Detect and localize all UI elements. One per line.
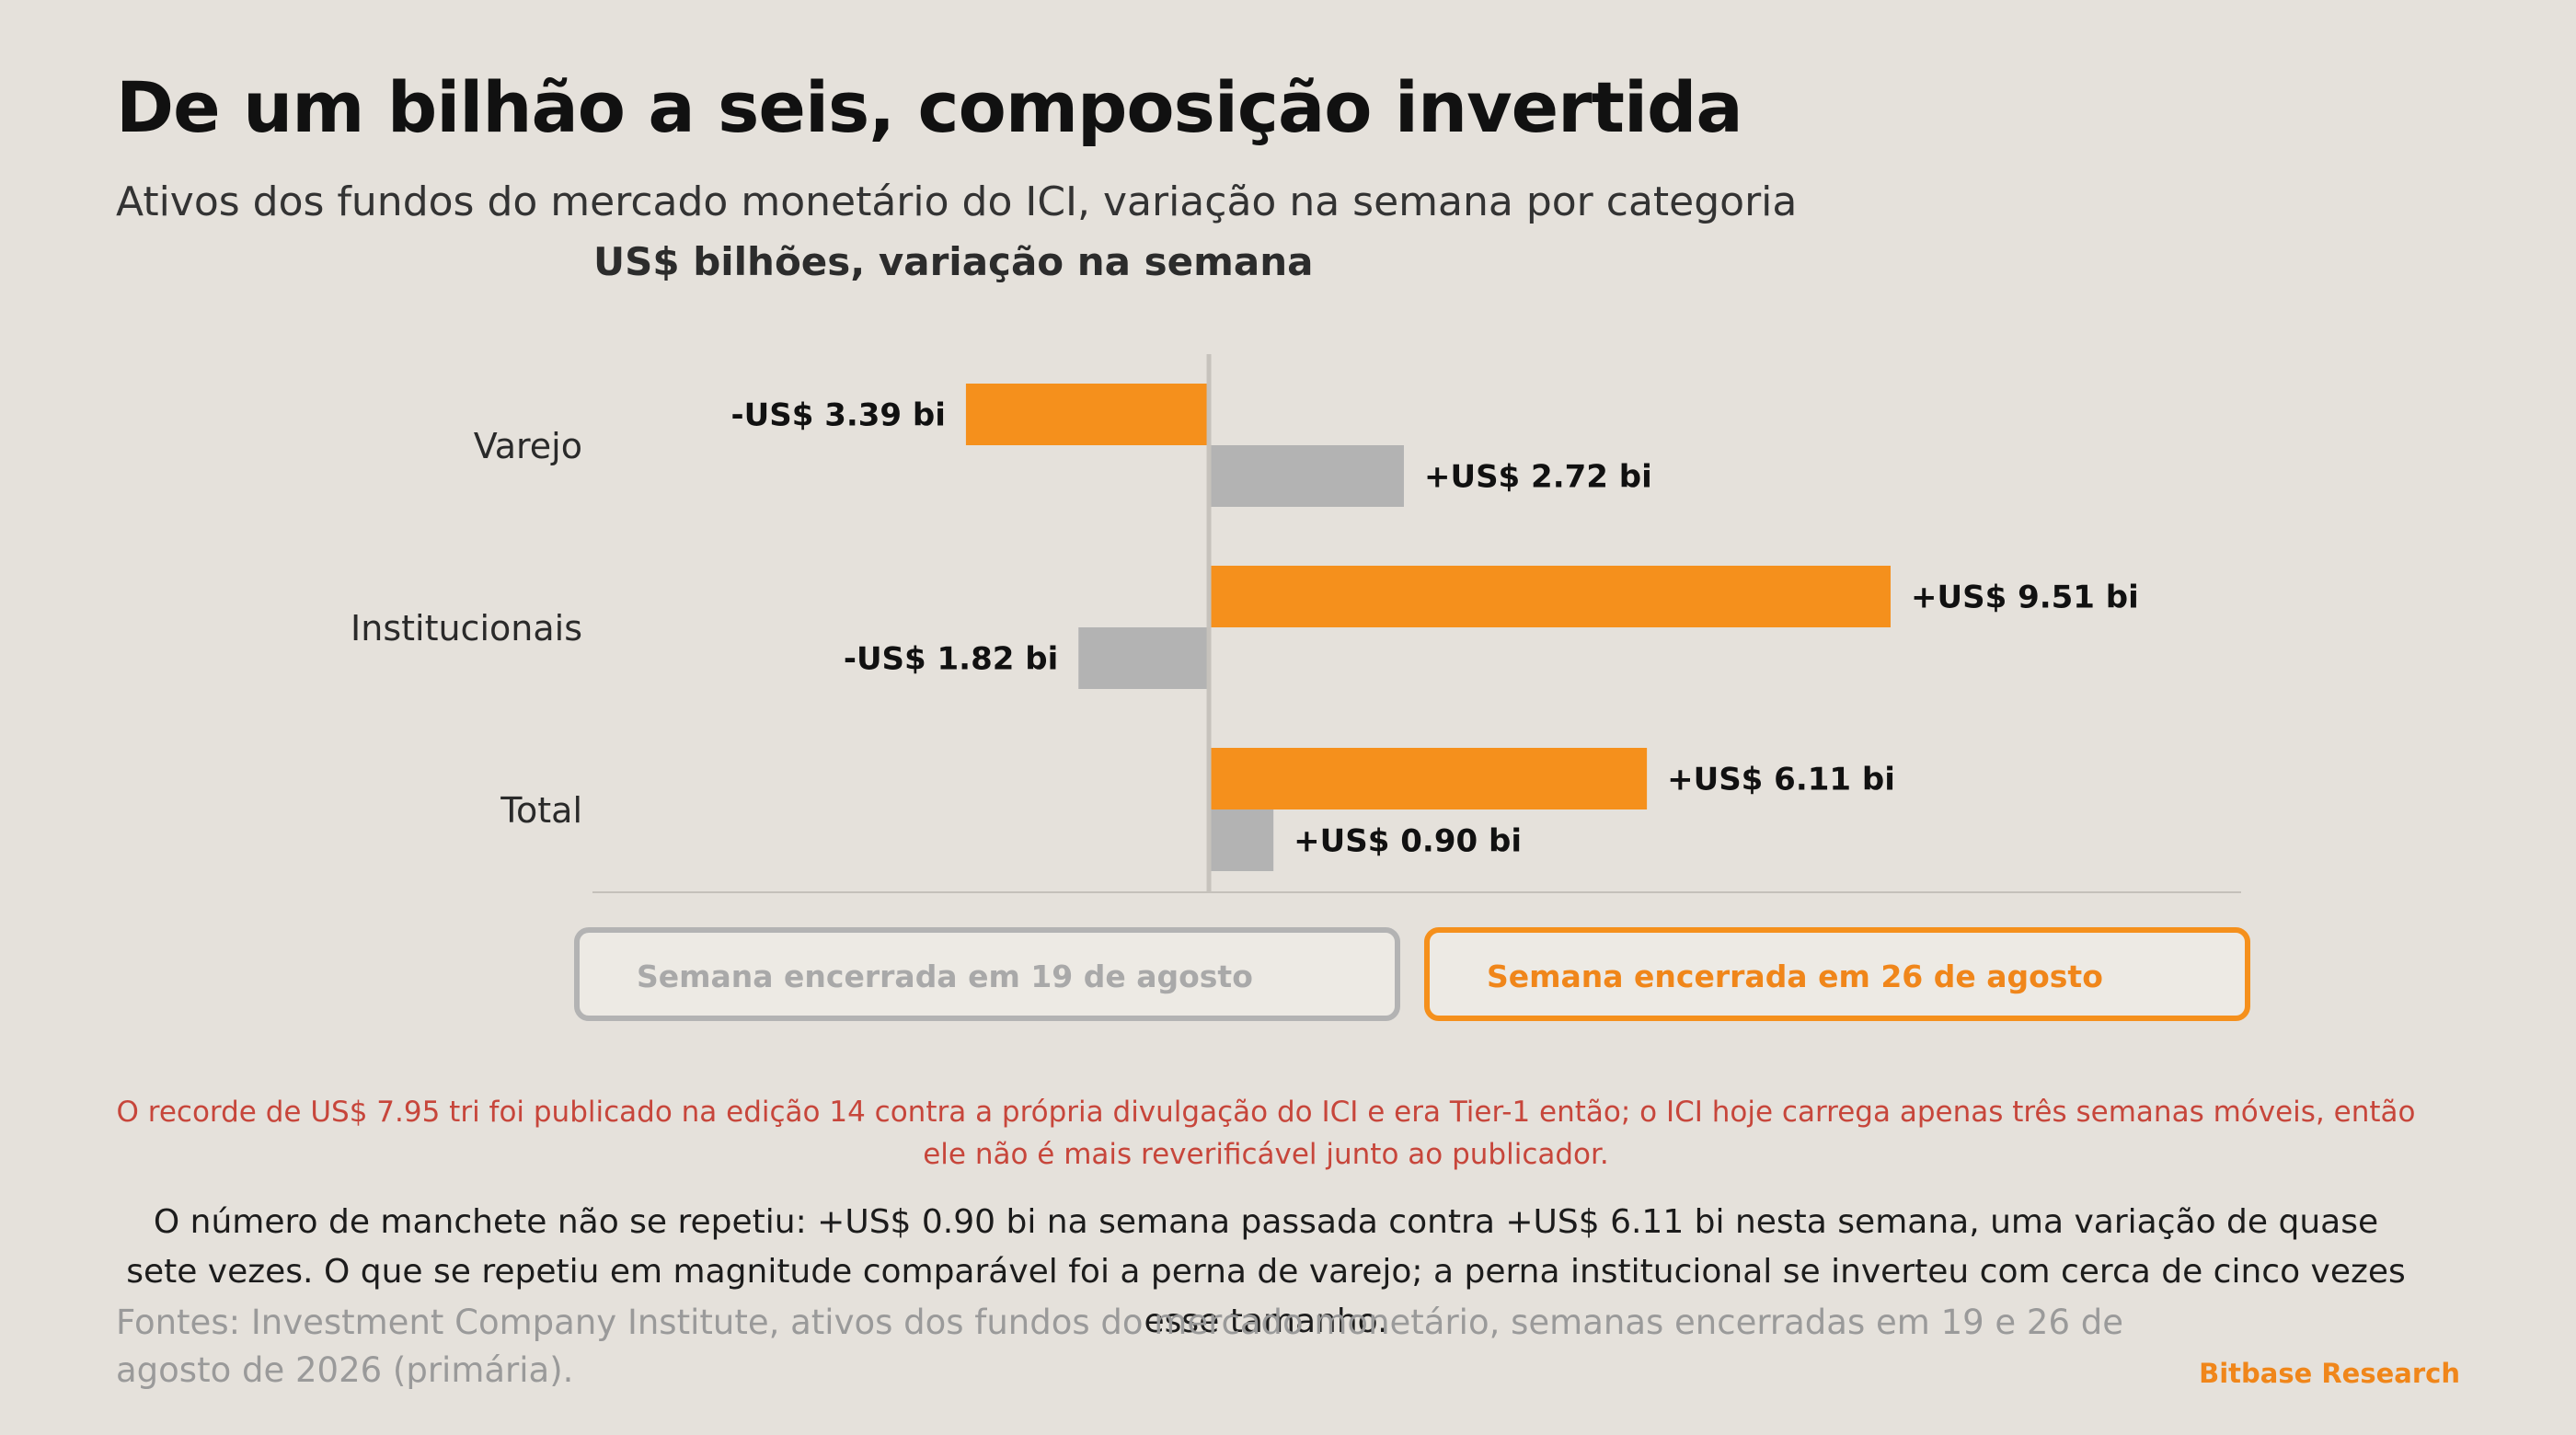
- bar-current: [965, 384, 1210, 445]
- category-label: Varejo: [474, 426, 582, 466]
- chart-title: De um bilhão a seis, composição invertid…: [116, 66, 1743, 148]
- category-label: Institucionais: [351, 608, 582, 649]
- category-label: Total: [500, 790, 582, 831]
- legend-previous-label: Semana encerrada em 19 de agosto: [637, 959, 1253, 994]
- bar-chart: Varejo -US$ 3.39 bi +US$ 2.72 bi Institucio…: [351, 354, 2241, 893]
- data-label: +US$ 0.90 bi: [1294, 823, 1522, 860]
- bar-previous: [1209, 445, 1404, 507]
- legend-current-week: Semana encerrada em 26 de agosto: [1424, 927, 2250, 1021]
- legend-current-label: Semana encerrada em 26 de agosto: [1487, 959, 2103, 994]
- data-label: +US$ 6.11 bi: [1667, 762, 1895, 798]
- chart-subtitle: Ativos dos fundos do mercado monetário d…: [116, 178, 1798, 225]
- bar-previous: [1209, 809, 1274, 871]
- data-label: +US$ 9.51 bi: [1911, 580, 2139, 616]
- bar-current: [1209, 748, 1648, 809]
- brand-label: Bitbase Research: [2199, 1358, 2460, 1389]
- bar-previous: [1078, 627, 1210, 689]
- data-label: +US$ 2.72 bi: [1424, 459, 1652, 496]
- legend-previous-week: Semana encerrada em 19 de agosto: [574, 927, 1400, 1021]
- body-note: O número de manchete não se repetiu: +US…: [126, 1203, 2406, 1340]
- bar-current: [1209, 566, 1892, 627]
- source-note: Fontes: Investment Company Institute, at…: [116, 1303, 2124, 1390]
- correction-note: O recorde de US$ 7.95 tri foi publicado …: [116, 1096, 2416, 1171]
- data-label: -US$ 3.39 bi: [731, 397, 946, 434]
- data-label: -US$ 1.82 bi: [844, 641, 1058, 678]
- unit-label: US$ bilhões, variação na semana: [593, 239, 1314, 284]
